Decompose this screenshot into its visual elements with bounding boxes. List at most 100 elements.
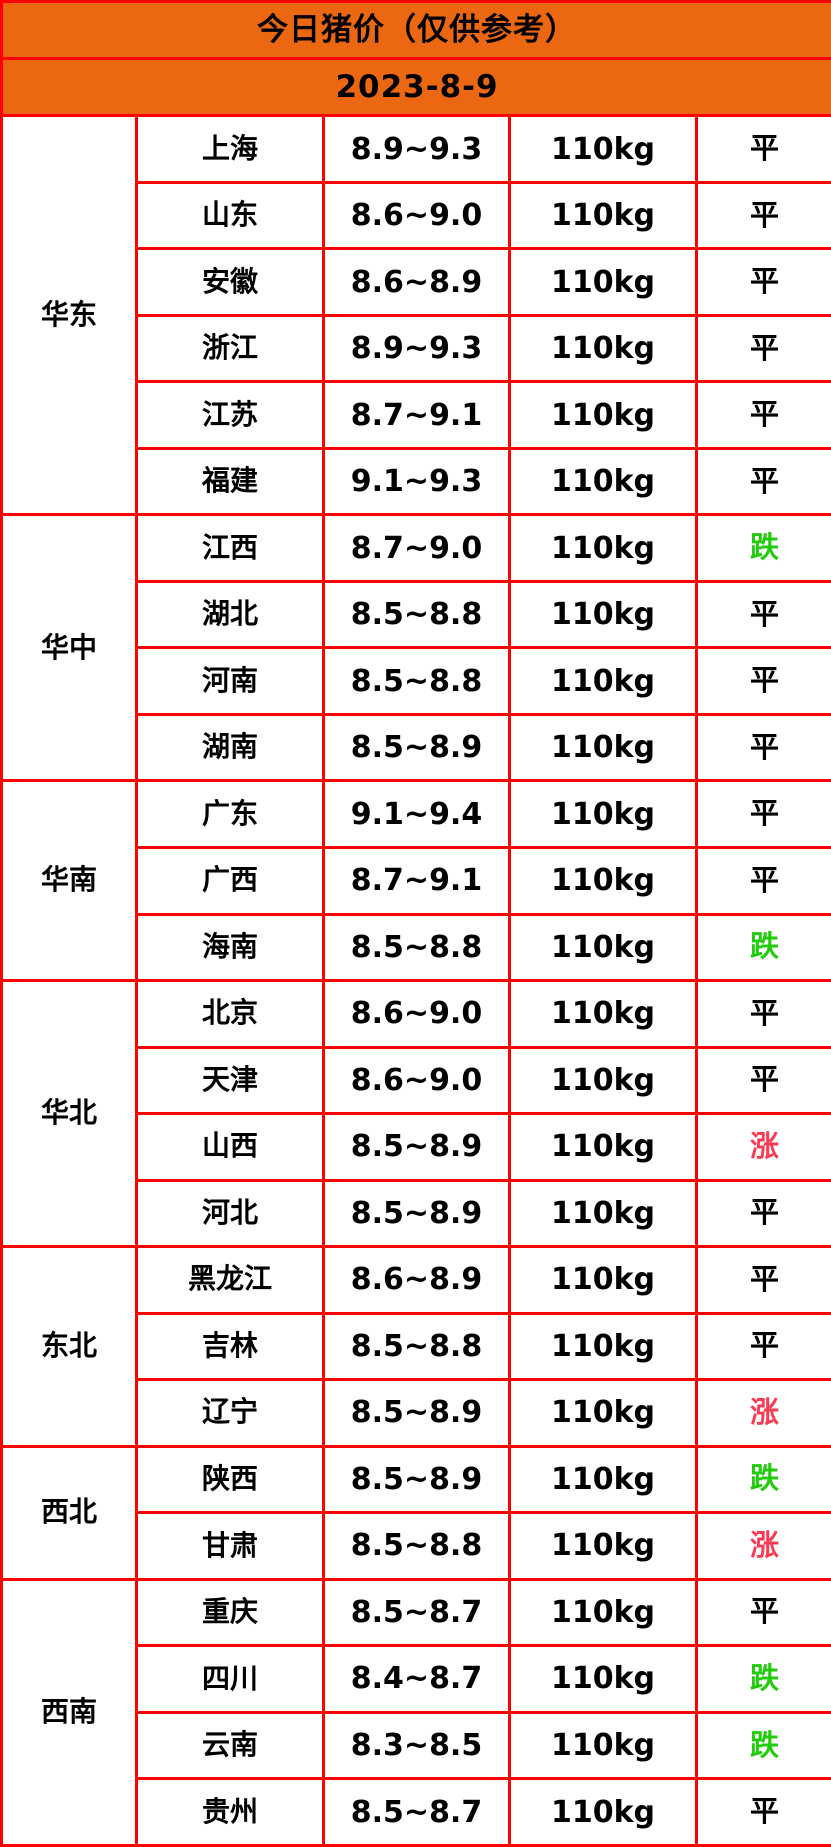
region-cell: 西南 bbox=[0, 1577, 138, 1847]
price-cell: 9.1~9.3 bbox=[322, 446, 511, 517]
status-cell: 平 bbox=[694, 114, 831, 184]
weight-cell: 110kg bbox=[508, 446, 698, 517]
status-cell: 平 bbox=[694, 646, 831, 716]
status-cell: 平 bbox=[694, 779, 831, 849]
weight-cell: 110kg bbox=[508, 979, 698, 1049]
region-cell: 华北 bbox=[0, 979, 138, 1249]
province-cell: 安徽 bbox=[135, 247, 325, 317]
weight-cell: 110kg bbox=[508, 1644, 698, 1714]
status-cell: 涨 bbox=[694, 1378, 831, 1448]
status-cell: 平 bbox=[694, 313, 831, 384]
province-cell: 陕西 bbox=[135, 1444, 325, 1515]
price-cell: 8.9~9.3 bbox=[322, 114, 511, 184]
status-cell: 涨 bbox=[694, 1112, 831, 1182]
status-cell: 平 bbox=[694, 446, 831, 517]
table-row: 江苏 8.7~9.1 110kg 平 bbox=[2, 380, 831, 450]
table-row: 福建 9.1~9.3 110kg 平 bbox=[2, 446, 831, 517]
status-cell: 平 bbox=[694, 380, 831, 450]
weight-cell: 110kg bbox=[508, 1444, 698, 1515]
table-row: 海南 8.5~8.8 110kg 跌 bbox=[2, 912, 831, 983]
province-cell: 河南 bbox=[135, 646, 325, 716]
region-cell: 东北 bbox=[0, 1245, 138, 1448]
weight-cell: 110kg bbox=[508, 1710, 698, 1781]
province-cell: 吉林 bbox=[135, 1311, 325, 1382]
province-cell: 浙江 bbox=[135, 313, 325, 384]
price-cell: 9.1~9.4 bbox=[322, 779, 511, 849]
province-cell: 上海 bbox=[135, 114, 325, 184]
table-row: 山东 8.6~9.0 110kg 平 bbox=[2, 180, 831, 251]
status-cell: 平 bbox=[694, 845, 831, 916]
status-cell: 平 bbox=[694, 1777, 831, 1847]
table-row: 安徽 8.6~8.9 110kg 平 bbox=[2, 247, 831, 317]
province-cell: 海南 bbox=[135, 912, 325, 983]
title-row: 今日猪价（仅供参考） bbox=[0, 0, 831, 61]
table-row: 贵州 8.5~8.7 110kg 平 bbox=[2, 1777, 831, 1847]
weight-cell: 110kg bbox=[508, 1178, 698, 1249]
price-cell: 8.7~9.1 bbox=[322, 380, 511, 450]
status-cell: 平 bbox=[694, 579, 831, 650]
weight-cell: 110kg bbox=[508, 313, 698, 384]
price-cell: 8.5~8.9 bbox=[322, 1444, 511, 1515]
price-cell: 8.5~8.9 bbox=[322, 1378, 511, 1448]
price-cell: 8.4~8.7 bbox=[322, 1644, 511, 1714]
province-cell: 江苏 bbox=[135, 380, 325, 450]
table-row: 西北 陕西 8.5~8.9 110kg 跌 bbox=[0, 1444, 831, 1581]
province-cell: 黑龙江 bbox=[135, 1245, 325, 1315]
weight-cell: 110kg bbox=[508, 513, 698, 583]
table-row: 华中 江西 8.7~9.0 110kg 跌 bbox=[0, 513, 831, 783]
weight-cell: 110kg bbox=[508, 1777, 698, 1847]
table-row: 华东 上海 8.9~9.3 110kg 平 bbox=[0, 114, 831, 517]
price-cell: 8.6~9.0 bbox=[322, 180, 511, 251]
province-cell: 广东 bbox=[135, 779, 325, 849]
status-cell: 平 bbox=[694, 1045, 831, 1116]
table-row: 甘肃 8.5~8.8 110kg 涨 bbox=[2, 1511, 831, 1581]
region-cell: 华中 bbox=[0, 513, 138, 783]
price-cell: 8.5~8.9 bbox=[322, 712, 511, 783]
table-row: 四川 8.4~8.7 110kg 跌 bbox=[2, 1644, 831, 1714]
date-row: 2023-8-9 bbox=[0, 57, 831, 118]
report-date: 2023-8-9 bbox=[0, 57, 831, 118]
status-cell: 平 bbox=[694, 1577, 831, 1648]
table-row: 湖南 8.5~8.9 110kg 平 bbox=[2, 712, 831, 783]
province-cell: 山西 bbox=[135, 1112, 325, 1182]
status-cell: 涨 bbox=[694, 1511, 831, 1581]
status-cell: 平 bbox=[694, 247, 831, 317]
table-row: 西南 重庆 8.5~8.7 110kg 平 bbox=[0, 1577, 831, 1847]
weight-cell: 110kg bbox=[508, 1311, 698, 1382]
status-cell: 平 bbox=[694, 979, 831, 1049]
table-row: 广西 8.7~9.1 110kg 平 bbox=[2, 845, 831, 916]
price-cell: 8.7~9.0 bbox=[322, 513, 511, 583]
price-cell: 8.5~8.8 bbox=[322, 1511, 511, 1581]
province-cell: 天津 bbox=[135, 1045, 325, 1116]
status-cell: 跌 bbox=[694, 1710, 831, 1781]
province-cell: 江西 bbox=[135, 513, 325, 583]
price-cell: 8.5~8.8 bbox=[322, 912, 511, 983]
price-cell: 8.7~9.1 bbox=[322, 845, 511, 916]
price-cell: 8.6~9.0 bbox=[322, 979, 511, 1049]
province-cell: 北京 bbox=[135, 979, 325, 1049]
weight-cell: 110kg bbox=[508, 712, 698, 783]
province-cell: 重庆 bbox=[135, 1577, 325, 1648]
province-cell: 湖南 bbox=[135, 712, 325, 783]
weight-cell: 110kg bbox=[508, 114, 698, 184]
province-cell: 河北 bbox=[135, 1178, 325, 1249]
table-row: 东北 黑龙江 8.6~8.9 110kg 平 bbox=[0, 1245, 831, 1448]
status-cell: 跌 bbox=[694, 513, 831, 583]
province-cell: 辽宁 bbox=[135, 1378, 325, 1448]
page-title: 今日猪价（仅供参考） bbox=[0, 0, 831, 61]
province-cell: 贵州 bbox=[135, 1777, 325, 1847]
region-cell: 华东 bbox=[0, 114, 138, 517]
weight-cell: 110kg bbox=[508, 912, 698, 983]
weight-cell: 110kg bbox=[508, 845, 698, 916]
price-cell: 8.3~8.5 bbox=[322, 1710, 511, 1781]
price-cell: 8.5~8.7 bbox=[322, 1777, 511, 1847]
weight-cell: 110kg bbox=[508, 646, 698, 716]
price-cell: 8.5~8.9 bbox=[322, 1112, 511, 1182]
table-row: 华南 广东 9.1~9.4 110kg 平 bbox=[0, 779, 831, 983]
table-row: 湖北 8.5~8.8 110kg 平 bbox=[2, 579, 831, 650]
table-row: 华北 北京 8.6~9.0 110kg 平 bbox=[0, 979, 831, 1249]
price-cell: 8.5~8.8 bbox=[322, 579, 511, 650]
weight-cell: 110kg bbox=[508, 180, 698, 251]
price-cell: 8.5~8.8 bbox=[322, 1311, 511, 1382]
